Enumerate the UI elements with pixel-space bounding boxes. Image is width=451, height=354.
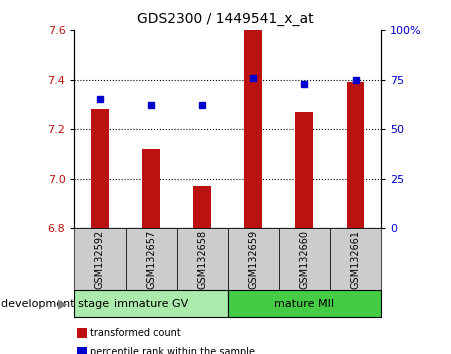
Bar <box>91 109 109 228</box>
Text: percentile rank within the sample: percentile rank within the sample <box>90 347 255 354</box>
Bar <box>244 30 262 228</box>
Bar <box>295 112 313 228</box>
Text: development stage: development stage <box>1 298 109 309</box>
Text: GSM132657: GSM132657 <box>146 230 156 289</box>
Text: GDS2300 / 1449541_x_at: GDS2300 / 1449541_x_at <box>137 12 314 27</box>
Text: GSM132659: GSM132659 <box>249 230 258 289</box>
Text: ▶: ▶ <box>58 297 68 310</box>
Bar <box>142 149 160 228</box>
Text: GSM132661: GSM132661 <box>350 230 360 289</box>
Bar <box>193 186 211 228</box>
Text: transformed count: transformed count <box>90 328 181 338</box>
Text: GSM132658: GSM132658 <box>197 230 207 289</box>
Bar <box>346 82 364 228</box>
Text: immature GV: immature GV <box>114 298 188 309</box>
Text: GSM132592: GSM132592 <box>95 230 105 289</box>
Text: mature MII: mature MII <box>274 298 335 309</box>
Text: GSM132660: GSM132660 <box>299 230 309 289</box>
